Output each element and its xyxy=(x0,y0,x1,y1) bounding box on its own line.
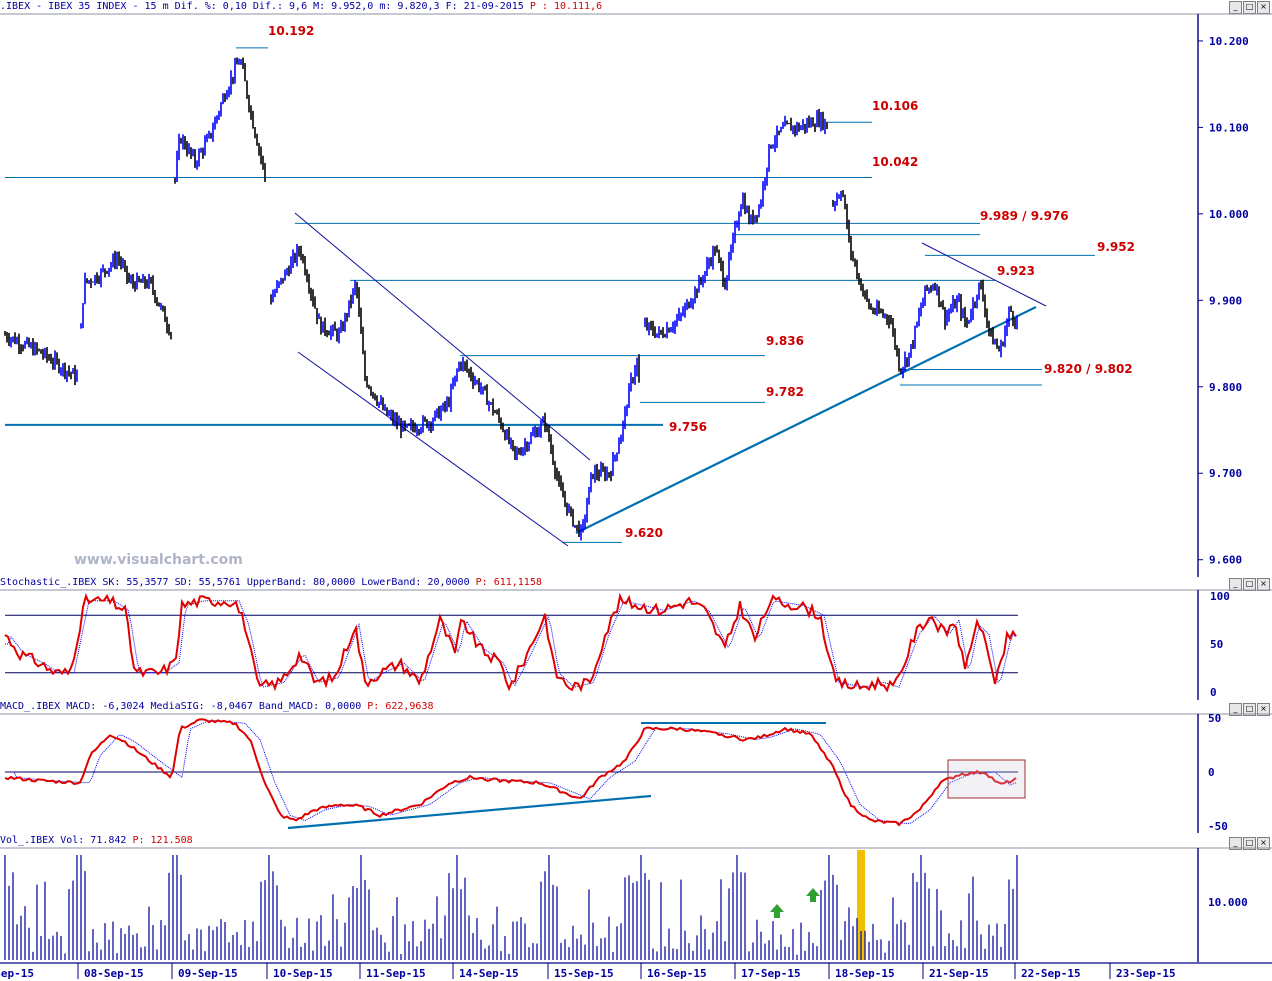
macd-highlight-box xyxy=(948,760,1025,798)
x-tick-label: 21-Sep-15 xyxy=(929,967,989,980)
volume-panel: 10.000 xyxy=(5,850,1248,960)
up-arrow-icon xyxy=(770,904,784,918)
price-levels: 10.192 10.106 10.042 9.989 / 9.976 9.952 9.92… xyxy=(5,24,1135,542)
x-tick-label: 14-Sep-15 xyxy=(459,967,519,980)
x-tick-label: 16-Sep-15 xyxy=(647,967,707,980)
level-label: 9.952 xyxy=(1097,240,1135,254)
x-axis: 7-Sep-15 08-Sep-15 09-Sep-15 10-Sep-15 11-Se… xyxy=(0,963,1176,980)
level-label: 9.836 xyxy=(766,334,804,348)
volume-y-tick: 10.000 xyxy=(1208,896,1248,909)
stochastic-y-tick: 50 xyxy=(1210,638,1223,651)
x-tick-label: 08-Sep-15 xyxy=(84,967,144,980)
y-tick-label: 9.800 xyxy=(1209,381,1242,394)
level-label: 10.042 xyxy=(872,155,918,169)
x-tick-label: 18-Sep-15 xyxy=(835,967,895,980)
x-tick-label: 22-Sep-15 xyxy=(1021,967,1081,980)
level-label: 9.989 / 9.976 xyxy=(980,209,1069,223)
level-label: 9.923 xyxy=(997,264,1035,278)
level-label: 9.820 / 9.802 xyxy=(1044,362,1133,376)
y-tick-label: 10.200 xyxy=(1209,35,1249,48)
level-label: 9.782 xyxy=(766,385,804,399)
macd-y-tick: 0 xyxy=(1208,766,1215,779)
x-tick-label: 15-Sep-15 xyxy=(554,967,614,980)
level-label: 9.620 xyxy=(625,526,663,540)
stochastic-sk-line xyxy=(5,596,1016,690)
macd-y-tick: 50 xyxy=(1208,712,1221,725)
up-arrow-icon xyxy=(806,888,820,902)
x-tick-label: 09-Sep-15 xyxy=(178,967,238,980)
y-tick-label: 9.900 xyxy=(1209,294,1242,307)
level-label: 9.756 xyxy=(669,420,707,434)
y-tick-label: 10.100 xyxy=(1209,121,1249,134)
y-tick-label: 9.600 xyxy=(1209,554,1242,567)
price-y-axis: 10.200 10.100 10.000 9.900 9.800 9.700 9.600 xyxy=(1198,35,1249,567)
y-tick-label: 9.700 xyxy=(1209,467,1242,480)
trend-lines xyxy=(295,213,1046,546)
macd-y-tick: -50 xyxy=(1208,820,1228,833)
price-candles xyxy=(5,57,1017,540)
y-tick-label: 10.000 xyxy=(1209,208,1249,221)
x-tick-label: 7-Sep-15 xyxy=(0,967,34,980)
x-tick-label: 23-Sep-15 xyxy=(1116,967,1176,980)
macd-panel: 50 0 -50 xyxy=(5,712,1228,833)
stochastic-y-tick: 100 xyxy=(1210,590,1230,603)
x-tick-label: 17-Sep-15 xyxy=(741,967,801,980)
level-label: 10.106 xyxy=(872,99,918,113)
stochastic-y-tick: 0 xyxy=(1210,686,1217,699)
macd-divergence-line xyxy=(288,796,651,828)
x-tick-label: 11-Sep-15 xyxy=(366,967,426,980)
stochastic-sd-line xyxy=(5,601,1016,687)
stochastic-panel: 100 50 0 xyxy=(5,590,1230,699)
x-tick-label: 10-Sep-15 xyxy=(273,967,333,980)
level-label: 10.192 xyxy=(268,24,314,38)
uptrend-line xyxy=(576,307,1036,533)
